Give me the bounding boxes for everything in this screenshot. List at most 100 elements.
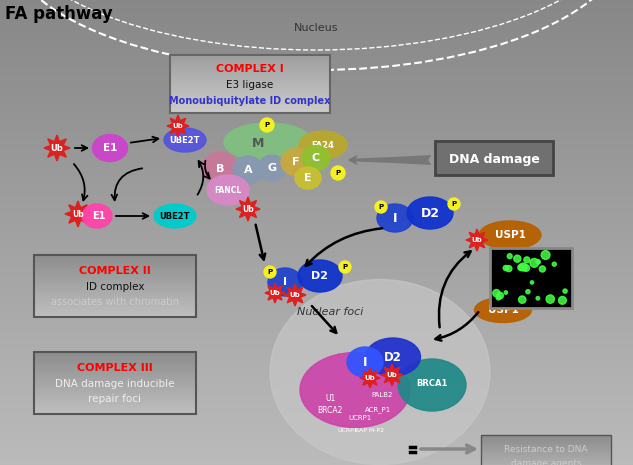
Text: P: P — [342, 264, 348, 270]
Bar — [0, 457, 633, 458]
Bar — [0, 101, 633, 102]
Bar — [170, 107, 330, 108]
Bar — [0, 117, 633, 118]
Bar — [0, 40, 633, 41]
Bar — [0, 106, 633, 107]
Bar — [170, 108, 330, 109]
Bar — [0, 15, 633, 16]
Bar — [170, 88, 330, 89]
Text: Resistance to DNA: Resistance to DNA — [505, 445, 588, 453]
Bar — [0, 365, 633, 366]
Text: COMPLEX I: COMPLEX I — [216, 64, 284, 74]
Bar — [481, 458, 611, 459]
Bar — [0, 125, 633, 126]
Bar — [0, 290, 633, 291]
Bar — [0, 68, 633, 69]
Text: UBE2T: UBE2T — [170, 135, 200, 145]
Bar — [34, 360, 196, 361]
Bar — [0, 326, 633, 327]
Bar — [481, 461, 611, 462]
Bar — [0, 372, 633, 373]
Bar — [0, 298, 633, 299]
Bar — [0, 222, 633, 223]
Bar — [34, 398, 196, 399]
Bar — [0, 18, 633, 19]
Bar — [0, 312, 633, 313]
Bar — [0, 195, 633, 196]
Bar — [0, 388, 633, 389]
Bar — [0, 321, 633, 322]
Bar — [481, 437, 611, 438]
Bar — [0, 50, 633, 51]
Bar — [34, 287, 196, 288]
Bar — [0, 276, 633, 277]
Bar — [0, 258, 633, 259]
Bar — [34, 394, 196, 395]
Bar — [0, 417, 633, 418]
Bar — [34, 272, 196, 273]
Bar — [0, 184, 633, 185]
Bar — [0, 340, 633, 341]
Bar — [34, 304, 196, 305]
Bar — [0, 379, 633, 380]
Bar — [0, 402, 633, 403]
Bar — [0, 158, 633, 159]
Bar — [0, 146, 633, 147]
Bar — [0, 45, 633, 46]
Text: UCRP1: UCRP1 — [337, 427, 358, 432]
Bar — [481, 460, 611, 461]
Bar — [34, 399, 196, 400]
Bar — [0, 245, 633, 246]
Bar — [0, 160, 633, 161]
Text: D2: D2 — [311, 271, 329, 281]
Bar — [0, 205, 633, 206]
Bar — [0, 58, 633, 59]
Bar — [0, 21, 633, 22]
Bar — [0, 421, 633, 422]
Ellipse shape — [475, 298, 532, 323]
Text: C: C — [312, 153, 320, 163]
Bar — [34, 258, 196, 259]
Bar — [0, 10, 633, 11]
Text: repair foci: repair foci — [89, 394, 142, 404]
Bar — [0, 88, 633, 89]
Bar — [0, 406, 633, 407]
Bar — [170, 100, 330, 101]
Bar — [34, 310, 196, 311]
Bar — [0, 251, 633, 252]
Bar — [0, 255, 633, 256]
Circle shape — [536, 259, 540, 264]
Bar — [0, 408, 633, 409]
Bar — [0, 313, 633, 314]
Bar — [0, 122, 633, 123]
Bar — [0, 320, 633, 321]
Bar — [0, 171, 633, 172]
Bar — [0, 341, 633, 342]
Bar — [34, 290, 196, 291]
Bar — [170, 102, 330, 103]
Bar — [0, 220, 633, 221]
Bar — [0, 153, 633, 154]
Bar — [0, 448, 633, 449]
Bar — [0, 151, 633, 152]
Bar — [0, 75, 633, 76]
Bar — [0, 194, 633, 195]
Bar — [34, 404, 196, 405]
Bar — [34, 381, 196, 382]
Bar — [0, 350, 633, 351]
Circle shape — [264, 266, 276, 278]
Bar — [170, 63, 330, 64]
Bar — [0, 285, 633, 286]
Text: FA pathway: FA pathway — [5, 5, 113, 23]
Bar — [0, 64, 633, 65]
Bar — [0, 413, 633, 414]
Bar — [34, 376, 196, 377]
Bar — [0, 363, 633, 364]
Bar — [0, 102, 633, 103]
Bar — [34, 265, 196, 266]
Text: RAP M-P2: RAP M-P2 — [356, 427, 385, 432]
Text: Ub: Ub — [270, 290, 280, 296]
Bar — [0, 384, 633, 385]
Bar — [0, 462, 633, 463]
Bar — [170, 84, 330, 85]
